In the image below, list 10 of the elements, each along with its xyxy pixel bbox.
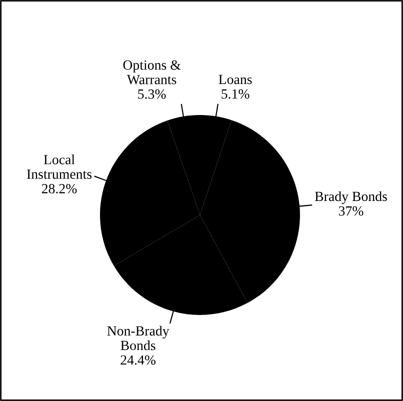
slice-label: Brady Bonds bbox=[314, 191, 387, 204]
data-label: 28.2% bbox=[42, 184, 77, 194]
slice-label: Options & Warrants bbox=[123, 60, 181, 84]
data-label: 24.4% bbox=[120, 355, 156, 365]
data-label: 5.3% bbox=[138, 89, 166, 99]
data-label: 5.1% bbox=[222, 89, 250, 99]
slice-label: Non-Brady Bonds bbox=[107, 326, 170, 350]
data-label: 37% bbox=[338, 206, 364, 216]
slice-label: Local Instruments bbox=[26, 154, 92, 179]
slice-label: Loans bbox=[218, 74, 252, 84]
